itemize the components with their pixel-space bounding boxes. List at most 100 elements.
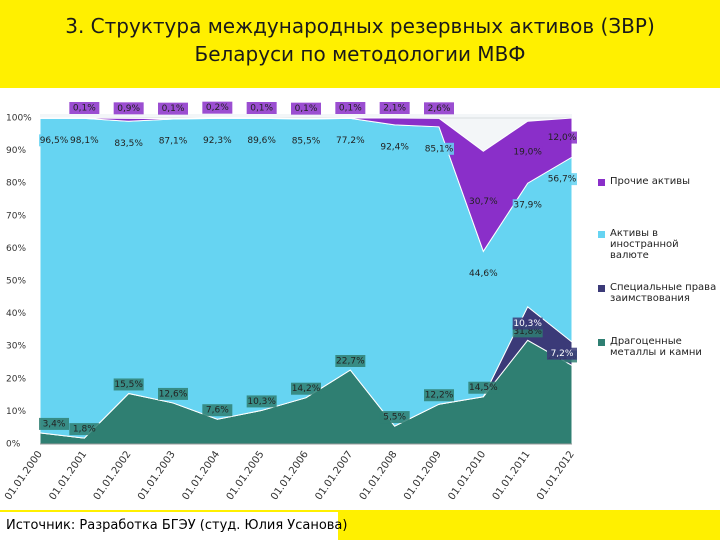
label-box — [379, 140, 410, 153]
legend-item: Активы в иностранной валюте — [598, 228, 720, 261]
y-tick-label: 90% — [6, 146, 26, 156]
y-tick-label: 100% — [6, 114, 32, 124]
legend-label: Драгоценные металлы и камни — [610, 336, 702, 358]
data-label: 87,1% — [159, 136, 188, 146]
legend-swatch — [598, 231, 605, 238]
label-box — [547, 173, 577, 186]
legend-label: Специальные права заимствования — [610, 282, 717, 304]
data-label: 77,2% — [336, 136, 365, 146]
x-tick-label: 01.01.2009 — [402, 449, 444, 502]
label-box — [158, 134, 188, 147]
y-tick-label: 60% — [6, 244, 26, 254]
data-label: 10,3% — [247, 397, 276, 407]
x-tick-label: 01.01.2000 — [3, 449, 45, 502]
area — [39, 117, 573, 253]
x-tick-label: 01.01.2002 — [92, 449, 134, 502]
label-box — [512, 199, 543, 212]
source-note: Источник: Разработка БГЭУ (студ. Юлия Ус… — [0, 512, 347, 540]
label-box — [158, 102, 188, 115]
label-box — [39, 134, 69, 147]
label-box — [547, 131, 577, 144]
label-box — [246, 395, 277, 408]
label-box — [202, 134, 233, 147]
data-label: 14,5% — [469, 383, 498, 393]
label-box — [424, 142, 454, 155]
data-label: 30,7% — [469, 197, 498, 207]
data-label: 0,1% — [339, 104, 362, 114]
data-label: 85,1% — [425, 144, 454, 154]
data-label: 19,0% — [513, 148, 542, 158]
label-box — [335, 102, 366, 114]
label-box — [39, 417, 69, 430]
legend-swatch — [598, 285, 605, 292]
label-box — [69, 134, 100, 147]
data-label: 44,6% — [469, 269, 498, 279]
label-box — [202, 404, 233, 417]
label-box — [424, 102, 454, 115]
legend-item: Специальные права заимствования — [598, 282, 720, 304]
legend-label: Активы в иностранной валюте — [610, 228, 679, 261]
data-label: 89,6% — [247, 136, 276, 146]
label-box — [158, 387, 188, 400]
data-label: 12,0% — [548, 133, 577, 143]
label-box — [512, 146, 543, 159]
y-tick-label: 40% — [6, 309, 26, 319]
y-tick-label: 80% — [6, 179, 26, 189]
label-box — [468, 267, 499, 280]
label-box — [69, 102, 100, 114]
x-tick-label: 01.01.2003 — [136, 449, 178, 502]
legend-swatch — [598, 339, 605, 346]
x-tick-label: 01.01.2008 — [358, 449, 400, 502]
data-label: 7,2% — [551, 349, 574, 359]
data-label: 0,1% — [295, 104, 318, 114]
data-label: 98,1% — [70, 136, 99, 146]
label-box — [468, 381, 499, 394]
x-tick-label: 01.01.2006 — [269, 449, 311, 502]
x-tick-label: 01.01.2001 — [47, 449, 89, 502]
label-box — [113, 378, 144, 391]
label-box — [246, 134, 277, 147]
data-label: 15,5% — [114, 380, 143, 390]
y-tick-label: 50% — [6, 277, 26, 287]
data-label: 14,2% — [292, 384, 321, 394]
y-tick-label: 0% — [6, 440, 21, 450]
data-label: 3,4% — [43, 419, 66, 429]
data-label: 85,5% — [292, 136, 321, 146]
legend-label: Прочие активы — [610, 176, 691, 187]
legend-item: Прочие активы — [598, 176, 720, 187]
data-label: 22,7% — [336, 356, 365, 366]
label-box — [69, 423, 100, 436]
y-tick-label: 70% — [6, 211, 26, 221]
data-label: 5,5% — [383, 413, 406, 423]
data-label: 1,8% — [73, 425, 96, 435]
data-label: 2,1% — [383, 104, 406, 114]
x-tick-label: 01.01.2005 — [225, 449, 267, 502]
x-tick-label: 01.01.2012 — [535, 449, 577, 502]
data-label: 92,3% — [203, 136, 232, 146]
chart: 0% 10% 20% 30% 40% 50% 60% 70% 80% 90% 100% 3,4% 1,8… — [3, 101, 577, 502]
data-label: 96,5% — [40, 136, 69, 146]
label-box — [424, 389, 454, 402]
label-box — [547, 347, 577, 360]
chart-panel: 0% 10% 20% 30% 40% 50% 60% 70% 80% 90% 100% 3,4% 1,8… — [0, 88, 720, 510]
label-box — [291, 102, 321, 115]
x-tick-label: 01.01.2004 — [180, 449, 222, 502]
data-label: 31,8% — [513, 327, 542, 337]
label-box — [335, 134, 366, 147]
data-label: 37,9% — [513, 201, 542, 211]
data-label: 0,1% — [73, 104, 96, 114]
label-box — [468, 195, 499, 208]
x-tick-label: 01.01.2007 — [313, 449, 355, 502]
label-box — [379, 411, 410, 424]
label-box — [335, 354, 366, 367]
data-label: 92,4% — [380, 142, 409, 152]
x-tick-label: 01.01.2010 — [446, 449, 488, 502]
data-label: 0,2% — [206, 103, 229, 113]
data-label: 10,3% — [513, 319, 542, 329]
label-box — [291, 134, 321, 147]
y-tick-label: 10% — [6, 407, 26, 417]
data-label: 83,5% — [114, 139, 143, 149]
label-box — [113, 102, 144, 115]
data-label: 0,9% — [117, 104, 140, 114]
